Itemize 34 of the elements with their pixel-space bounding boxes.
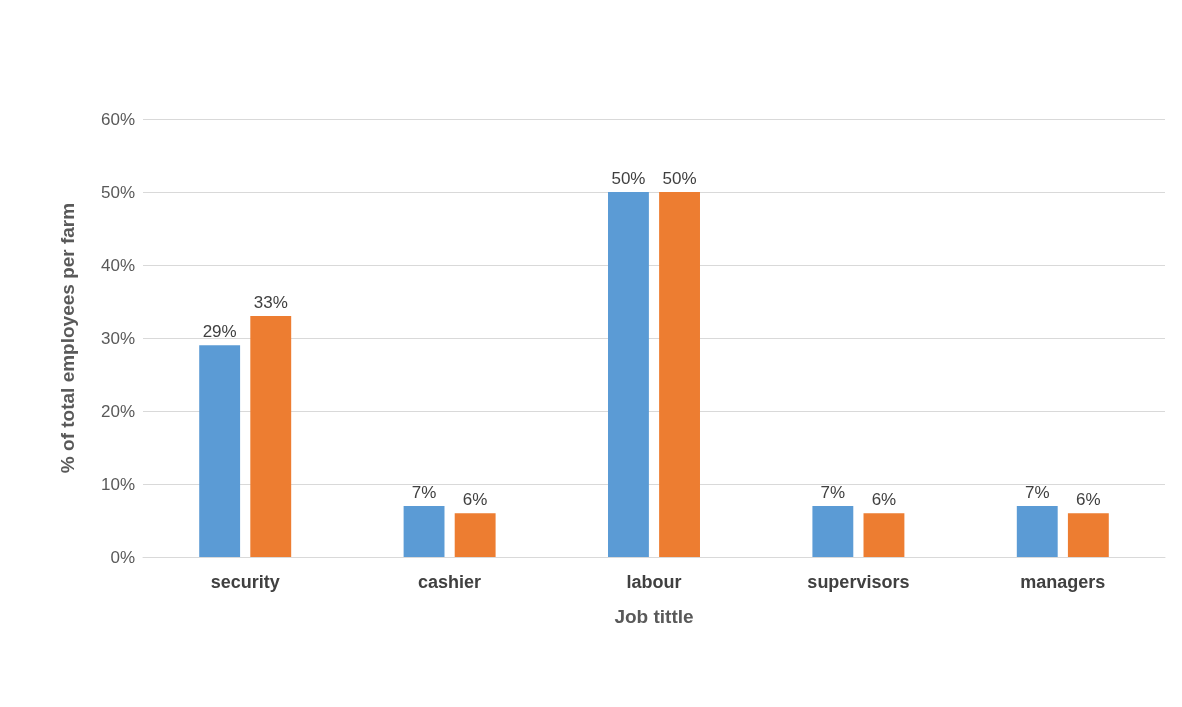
x-tick-label: managers	[1020, 572, 1106, 592]
data-label: 7%	[1024, 482, 1050, 502]
x-tick-label: supervisors	[807, 572, 910, 592]
y-tick-label: 20%	[100, 401, 135, 421]
data-label: 7%	[820, 482, 846, 502]
y-tick-label: 50%	[100, 182, 135, 202]
x-tick-label: security	[210, 572, 280, 592]
bar	[812, 505, 854, 557]
bar	[454, 513, 496, 557]
y-axis-title: % of total employees per farm	[57, 202, 78, 474]
bar	[250, 316, 292, 557]
bar	[1016, 505, 1058, 557]
bar	[659, 192, 700, 557]
y-tick-label: 60%	[100, 109, 135, 129]
y-tick-label: 0%	[110, 547, 135, 567]
bar	[199, 345, 241, 557]
x-tick-label: labour	[626, 572, 682, 592]
data-label: 50%	[662, 169, 697, 188]
y-tick-label: 10%	[100, 474, 135, 494]
x-tick-label: cashier	[418, 572, 482, 592]
bar	[403, 505, 445, 557]
data-label: 29%	[202, 322, 237, 342]
y-tick-label: 30%	[100, 328, 135, 348]
data-label: 6%	[462, 490, 488, 510]
data-label: 7%	[411, 482, 437, 502]
bar	[1067, 513, 1109, 557]
bar	[863, 513, 905, 557]
y-tick-label: 40%	[100, 255, 135, 275]
data-label: 50%	[611, 169, 646, 188]
data-label: 6%	[1076, 490, 1101, 510]
data-label: 6%	[871, 490, 897, 510]
bar	[608, 192, 649, 557]
x-axis-title: Job tittle	[614, 606, 694, 627]
data-label: 33%	[253, 293, 288, 313]
